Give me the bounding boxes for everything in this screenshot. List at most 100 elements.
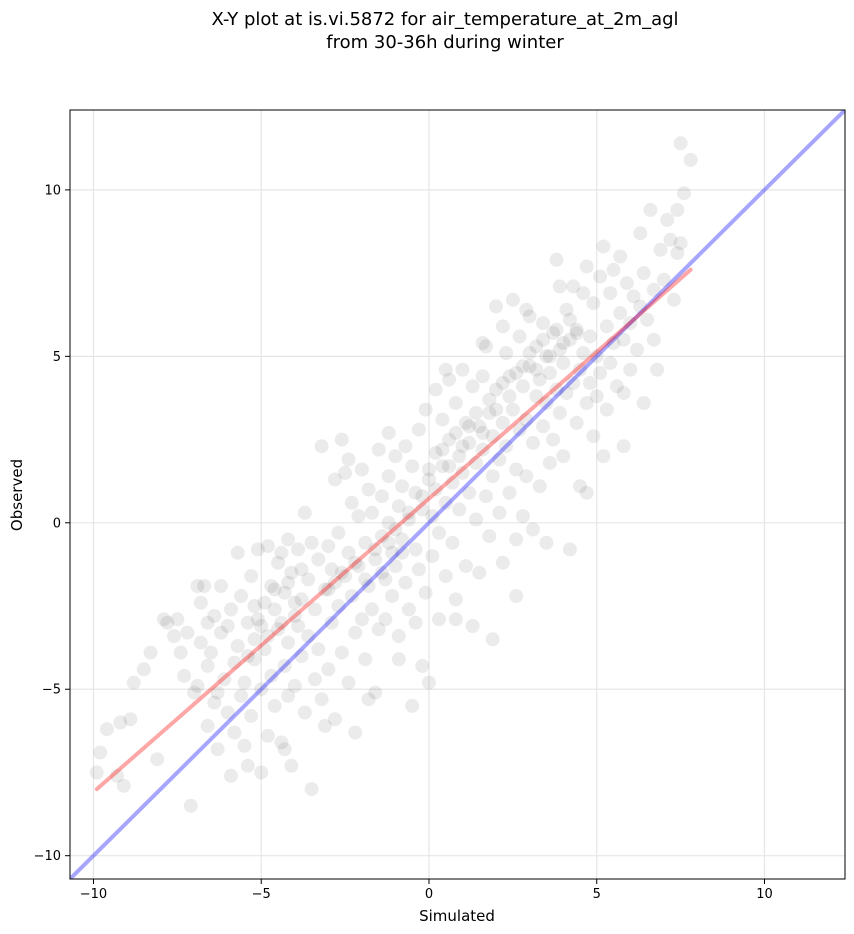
data-point	[271, 622, 285, 637]
data-point	[613, 306, 628, 321]
data-point	[435, 459, 450, 474]
data-point	[358, 652, 373, 667]
data-point	[442, 372, 457, 387]
data-point	[569, 322, 584, 337]
data-point	[240, 758, 255, 773]
y-tick-label: 10	[44, 183, 61, 198]
data-point	[479, 489, 493, 504]
data-point	[435, 442, 450, 457]
data-point	[368, 552, 383, 567]
data-point	[448, 425, 463, 440]
data-point	[264, 668, 279, 683]
data-point	[190, 678, 205, 693]
data-point	[650, 362, 665, 377]
data-point	[307, 602, 322, 617]
data-point	[556, 336, 571, 350]
data-point	[562, 312, 577, 327]
data-point	[462, 435, 477, 450]
data-point	[428, 382, 443, 397]
data-point	[646, 332, 661, 347]
data-point	[240, 649, 255, 663]
data-point	[556, 449, 571, 464]
data-point	[391, 499, 406, 514]
data-point	[334, 645, 349, 660]
data-point	[294, 562, 309, 577]
data-point	[281, 532, 296, 547]
data-point	[670, 246, 685, 261]
data-point	[616, 439, 631, 454]
data-point	[297, 705, 312, 720]
data-point	[381, 425, 396, 440]
data-point	[405, 459, 420, 474]
x-tick-label: 5	[593, 887, 601, 902]
data-point	[110, 768, 124, 783]
data-point	[479, 339, 493, 354]
data-point	[250, 542, 265, 557]
data-point	[589, 389, 604, 404]
data-point	[636, 396, 651, 410]
data-point	[677, 186, 691, 201]
data-point	[193, 635, 208, 650]
data-point	[579, 485, 594, 500]
data-point	[143, 645, 158, 660]
data-point	[556, 356, 571, 370]
data-point	[666, 292, 681, 307]
data-point	[244, 708, 259, 723]
data-point	[495, 555, 510, 570]
data-point	[576, 346, 591, 360]
data-point	[207, 609, 222, 623]
data-point	[636, 266, 651, 281]
data-point	[348, 625, 363, 640]
data-point	[405, 698, 420, 713]
data-point	[546, 432, 561, 447]
data-point	[324, 615, 339, 630]
data-point	[633, 226, 648, 241]
data-point	[254, 682, 269, 697]
data-point	[455, 439, 470, 454]
data-point	[599, 319, 614, 334]
data-point	[482, 392, 497, 407]
data-point	[237, 675, 252, 690]
data-point	[566, 376, 581, 390]
data-point	[294, 592, 309, 607]
data-point	[220, 619, 235, 633]
data-point	[214, 625, 228, 640]
data-point	[422, 462, 436, 477]
data-point	[401, 512, 416, 527]
data-point	[569, 415, 584, 430]
data-point	[512, 329, 527, 344]
data-point	[364, 505, 379, 520]
data-point	[250, 612, 265, 627]
data-point	[465, 619, 480, 633]
data-point	[452, 502, 467, 517]
data-point	[438, 495, 453, 510]
data-point	[643, 202, 658, 217]
data-point	[452, 449, 467, 464]
data-point	[495, 376, 510, 390]
data-point	[368, 685, 383, 700]
data-point	[385, 589, 400, 603]
data-point	[529, 362, 544, 377]
data-point	[469, 512, 483, 527]
identity-line	[70, 110, 845, 879]
data-point	[324, 562, 339, 577]
data-point	[472, 419, 487, 434]
data-point	[458, 559, 473, 574]
x-tick-label: −5	[252, 887, 271, 902]
data-point	[505, 402, 520, 417]
data-point	[495, 415, 510, 430]
data-point	[281, 635, 296, 650]
plot-frame	[69, 109, 846, 880]
data-point	[408, 485, 423, 500]
data-point	[334, 432, 349, 447]
data-point	[455, 465, 470, 480]
data-point	[348, 555, 363, 570]
data-point	[244, 569, 259, 584]
data-point	[522, 309, 537, 324]
reference-lines	[70, 110, 845, 879]
data-point	[301, 572, 316, 587]
data-point	[646, 282, 661, 297]
data-point	[401, 505, 416, 520]
